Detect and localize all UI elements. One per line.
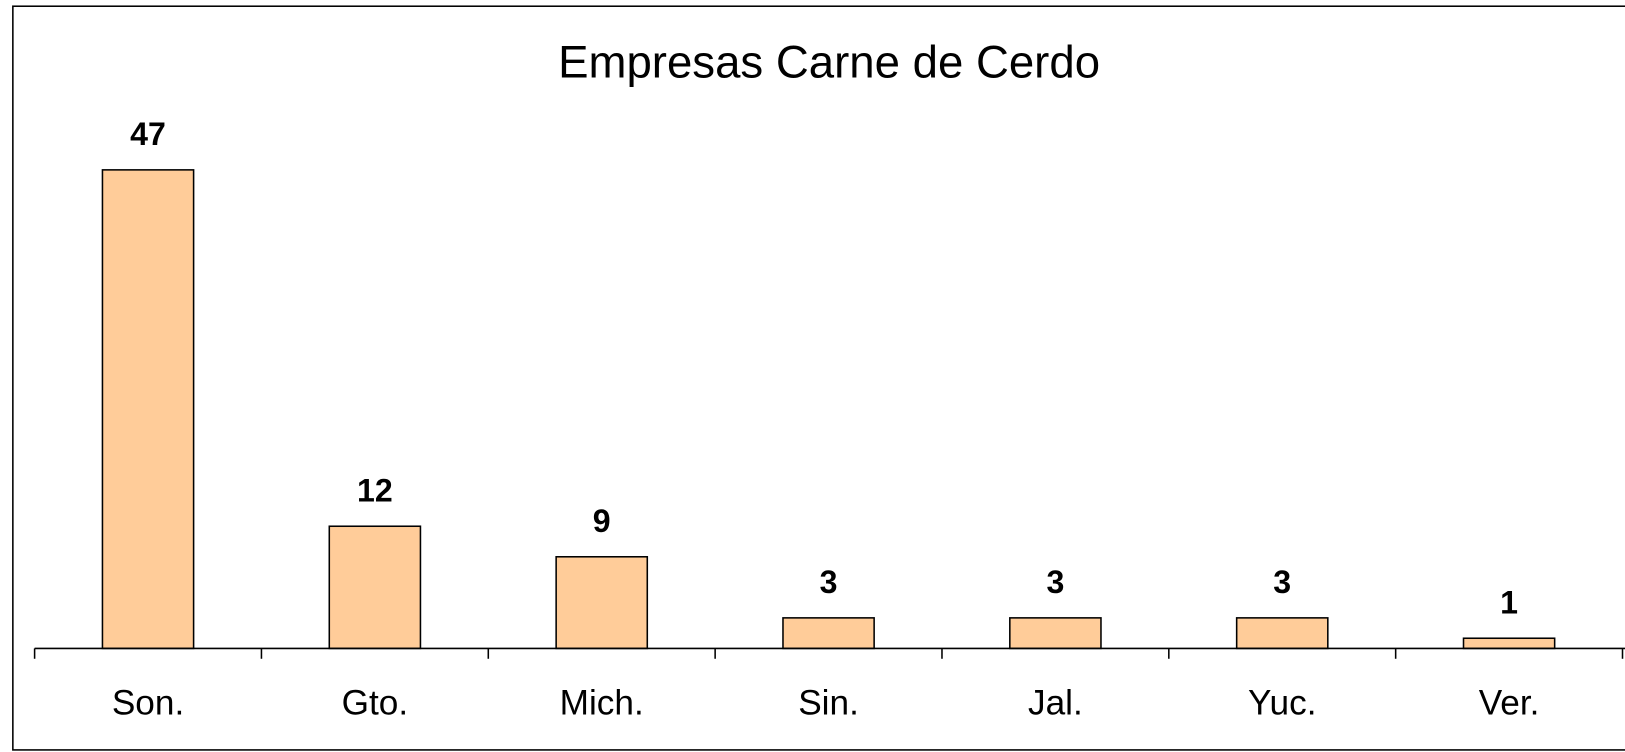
data-label: 12	[357, 473, 393, 509]
x-tick-label: Mich.	[560, 684, 644, 723]
bar	[1462, 637, 1556, 650]
data-label: 1	[1500, 585, 1518, 621]
bar	[1009, 617, 1102, 650]
x-tick-label: Ver.	[1479, 684, 1540, 723]
bar	[101, 169, 195, 650]
bar	[782, 617, 875, 650]
data-label: 9	[593, 503, 611, 539]
bar	[328, 525, 422, 650]
bar	[555, 556, 649, 650]
x-tick-label: Sin.	[798, 684, 859, 723]
data-label: 47	[130, 116, 166, 152]
x-tick-label: Jal.	[1028, 684, 1083, 723]
data-label: 3	[1046, 564, 1064, 600]
x-tick-label: Yuc.	[1248, 684, 1317, 723]
x-tick-label: Son.	[112, 684, 184, 723]
data-label: 3	[820, 564, 838, 600]
x-tick-label: Gto.	[342, 684, 409, 723]
data-label: 3	[1273, 564, 1291, 600]
bar	[1235, 617, 1329, 650]
chart-title: Empresas Carne de Cerdo	[558, 36, 1100, 87]
